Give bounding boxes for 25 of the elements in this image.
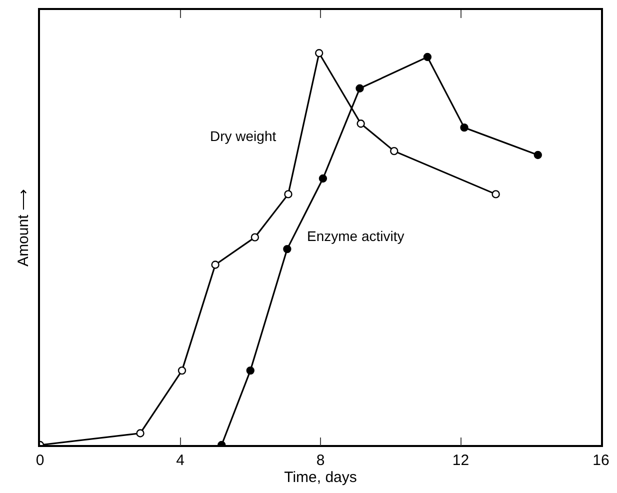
x-tick-label: 12 <box>452 452 470 469</box>
point <box>460 123 468 132</box>
point <box>315 49 324 58</box>
x-tick-label: 0 <box>36 452 44 469</box>
point <box>246 366 254 375</box>
x-tick-label: 8 <box>316 452 325 469</box>
point <box>211 260 220 269</box>
point <box>283 244 292 254</box>
point <box>136 429 144 438</box>
x-tick-label: 16 <box>592 452 610 469</box>
point <box>250 233 260 242</box>
point <box>178 366 186 375</box>
point <box>356 120 365 128</box>
point <box>356 84 364 92</box>
series-label: Enzyme activity <box>307 228 404 244</box>
series-label: Dry weight <box>210 128 276 144</box>
point <box>423 52 432 62</box>
y-axis-title: Amount ⟶ <box>15 188 32 266</box>
point <box>284 190 292 198</box>
point <box>318 174 328 183</box>
point <box>390 146 398 156</box>
x-axis-title: Time, days <box>284 468 357 486</box>
x-tick-label: 4 <box>176 452 184 469</box>
point <box>492 190 500 198</box>
point <box>534 150 542 160</box>
